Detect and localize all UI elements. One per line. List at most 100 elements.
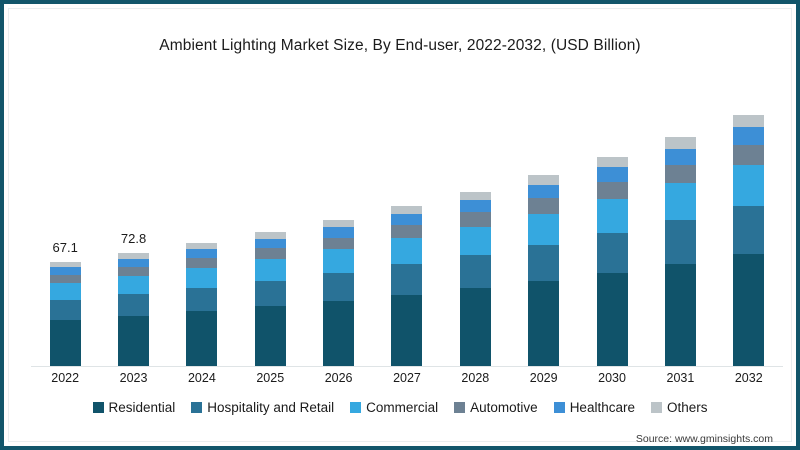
bar-segment-commercial[interactable] [186, 267, 218, 288]
bar-segment-healthcare[interactable] [323, 227, 355, 238]
bar-segment-healthcare[interactable] [664, 148, 696, 165]
bar-column [510, 97, 578, 367]
bar-segment-others[interactable] [323, 220, 355, 228]
bar-segment-healthcare[interactable] [459, 200, 491, 213]
legend-swatch-icon [650, 402, 662, 413]
bar-segment-automotive[interactable] [254, 248, 286, 260]
bar-segment-automotive[interactable] [733, 144, 765, 165]
bar-segment-commercial[interactable] [664, 183, 696, 221]
bar-column [373, 97, 441, 367]
stacked-bar[interactable] [49, 262, 81, 367]
bar-segment-hospitality-and-retail[interactable] [254, 280, 286, 307]
bar-segment-automotive[interactable] [596, 182, 628, 199]
bar-segment-hospitality-and-retail[interactable] [391, 264, 423, 295]
plot-area: 67.1 72.8 [31, 97, 783, 367]
bar-column: 67.1 [31, 97, 99, 367]
bar-segment-healthcare[interactable] [391, 213, 423, 226]
bar-segment-healthcare[interactable] [254, 238, 286, 249]
bar-segment-hospitality-and-retail[interactable] [528, 244, 560, 281]
bar-segment-automotive[interactable] [391, 225, 423, 239]
bar-segment-commercial[interactable] [733, 164, 765, 206]
bar-segment-others[interactable] [49, 262, 81, 268]
bar-segment-others[interactable] [391, 206, 423, 214]
x-tick-2024: 2024 [187, 371, 216, 385]
legend-swatch-icon [92, 402, 104, 413]
bar-segment-others[interactable] [254, 232, 286, 239]
bar-segment-hospitality-and-retail[interactable] [323, 272, 355, 301]
source-attribution: Source: www.gminsights.com [635, 433, 773, 445]
bar-segment-hospitality-and-retail[interactable] [459, 254, 491, 289]
bar-segment-others[interactable] [733, 114, 765, 127]
legend-swatch-icon [350, 402, 362, 413]
bar-segment-residential[interactable] [528, 280, 560, 367]
legend-swatch-icon [553, 402, 565, 413]
bar-segment-residential[interactable] [254, 306, 286, 367]
legend-item-residential[interactable]: Residential [92, 400, 175, 415]
bar-segment-healthcare[interactable] [186, 249, 218, 259]
bar-segment-others[interactable] [664, 137, 696, 149]
bar-column [441, 97, 509, 367]
stacked-bar[interactable] [118, 253, 150, 367]
bar-segment-automotive[interactable] [528, 198, 560, 214]
bar-segment-hospitality-and-retail[interactable] [596, 232, 628, 273]
bar-segment-commercial[interactable] [459, 226, 491, 255]
bar-segment-healthcare[interactable] [49, 267, 81, 275]
bar-segment-residential[interactable] [733, 253, 765, 367]
stacked-bar[interactable] [186, 243, 218, 367]
bar-segment-commercial[interactable] [528, 213, 560, 245]
stacked-bar[interactable] [596, 157, 628, 367]
x-tick-2025: 2025 [256, 371, 285, 385]
bar-segment-residential[interactable] [596, 272, 628, 367]
stacked-bar[interactable] [391, 206, 423, 367]
bar-segment-healthcare[interactable] [733, 126, 765, 145]
stacked-bar[interactable] [528, 175, 560, 367]
legend-item-healthcare[interactable]: Healthcare [553, 400, 635, 415]
x-tick-2029: 2029 [529, 371, 558, 385]
bar-segment-others[interactable] [528, 175, 560, 185]
legend-item-automotive[interactable]: Automotive [454, 400, 538, 415]
stacked-bar[interactable] [459, 191, 491, 367]
bar-segment-automotive[interactable] [459, 212, 491, 227]
bar-segment-others[interactable] [186, 243, 218, 250]
x-tick-2032: 2032 [734, 371, 763, 385]
bar-segment-others[interactable] [118, 253, 150, 259]
bar-segment-residential[interactable] [391, 294, 423, 367]
bar-segment-automotive[interactable] [49, 274, 81, 284]
legend-item-others[interactable]: Others [650, 400, 708, 415]
bar-segment-residential[interactable] [118, 315, 150, 367]
bar-segment-commercial[interactable] [49, 283, 81, 300]
bar-segment-healthcare[interactable] [596, 167, 628, 183]
legend-item-commercial[interactable]: Commercial [350, 400, 438, 415]
bar-segment-healthcare[interactable] [528, 184, 560, 199]
bar-segment-hospitality-and-retail[interactable] [733, 205, 765, 254]
bar-segment-automotive[interactable] [323, 237, 355, 250]
bar-segment-hospitality-and-retail[interactable] [49, 299, 81, 320]
bar-segment-commercial[interactable] [323, 249, 355, 273]
bar-segment-commercial[interactable] [596, 198, 628, 233]
legend-item-hospitality-and-retail[interactable]: Hospitality and Retail [191, 400, 334, 415]
stacked-bar[interactable] [664, 137, 696, 367]
bar-segment-commercial[interactable] [118, 275, 150, 295]
stacked-bar[interactable] [254, 232, 286, 367]
bar-segment-hospitality-and-retail[interactable] [186, 287, 218, 312]
bar-segment-hospitality-and-retail[interactable] [118, 294, 150, 316]
bar-segment-healthcare[interactable] [118, 258, 150, 267]
stacked-bar[interactable] [323, 220, 355, 367]
bar-segment-commercial[interactable] [254, 259, 286, 281]
bar-segment-residential[interactable] [49, 319, 81, 367]
bar-column: 72.8 [99, 97, 167, 367]
x-axis-line [31, 366, 783, 367]
bar-segment-hospitality-and-retail[interactable] [664, 220, 696, 264]
bar-segment-automotive[interactable] [118, 266, 150, 276]
bar-segment-automotive[interactable] [186, 258, 218, 268]
bar-segment-others[interactable] [596, 157, 628, 168]
stacked-bar[interactable] [733, 114, 765, 367]
bar-segment-residential[interactable] [323, 300, 355, 367]
bar-segment-others[interactable] [459, 191, 491, 201]
bar-segment-commercial[interactable] [391, 238, 423, 265]
bar-segment-automotive[interactable] [664, 164, 696, 184]
bar-segment-residential[interactable] [459, 288, 491, 367]
bar-segment-residential[interactable] [664, 263, 696, 367]
bar-segment-residential[interactable] [186, 311, 218, 367]
